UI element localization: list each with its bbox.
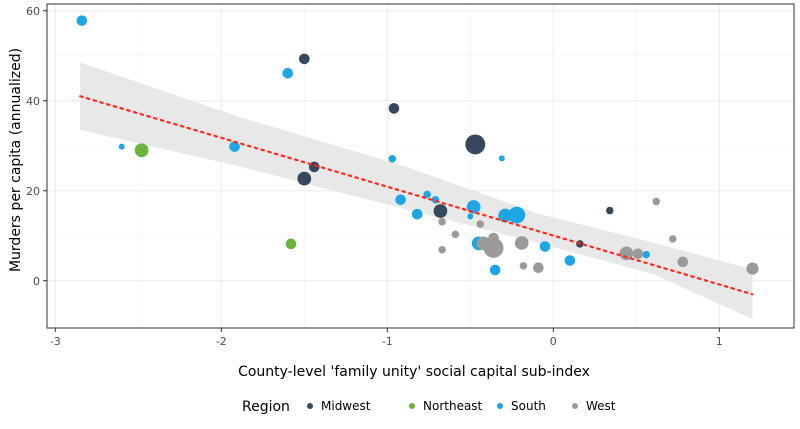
- point-south: [539, 241, 551, 252]
- y-tick-label: 40: [26, 95, 40, 108]
- point-west: [619, 246, 634, 261]
- legend-key-south: [497, 403, 503, 409]
- point-midwest: [297, 171, 312, 186]
- points-layer: [76, 15, 759, 276]
- point-west: [652, 197, 660, 206]
- point-south: [498, 208, 513, 223]
- x-tick-label: -2: [216, 335, 227, 348]
- trend-line-layer: [79, 95, 754, 296]
- x-tick-label: 0: [550, 335, 557, 348]
- point-south: [388, 155, 397, 163]
- confidence-band-layer: [80, 62, 753, 319]
- point-west: [669, 235, 677, 243]
- point-west: [632, 248, 644, 260]
- point-west: [438, 245, 446, 254]
- point-west: [746, 262, 759, 275]
- y-tick-label: 60: [26, 5, 40, 18]
- point-south: [282, 68, 294, 79]
- point-midwest: [433, 204, 448, 218]
- y-axis-ticks: 0 20 40 60: [26, 5, 47, 288]
- legend-label-midwest: Midwest: [321, 399, 371, 413]
- legend-key-midwest: [307, 403, 313, 409]
- point-south: [489, 264, 501, 276]
- point-south: [76, 15, 88, 26]
- point-south: [498, 155, 505, 162]
- legend-label-northeast: Northeast: [423, 399, 483, 413]
- point-northeast: [134, 143, 149, 158]
- point-west: [514, 236, 529, 250]
- x-tick-label: -3: [50, 335, 61, 348]
- point-midwest: [605, 206, 614, 215]
- legend-items: Midwest Northeast South West: [307, 399, 616, 413]
- point-south: [508, 206, 526, 224]
- point-midwest: [465, 134, 486, 155]
- legend-key-west: [572, 403, 578, 409]
- point-south: [642, 250, 651, 259]
- point-midwest: [299, 53, 310, 65]
- y-tick-label: 20: [26, 185, 40, 198]
- point-west: [533, 262, 544, 274]
- point-northeast: [285, 238, 297, 250]
- point-south: [395, 194, 406, 206]
- trend-line: [79, 95, 754, 296]
- point-south: [411, 208, 423, 220]
- point-south: [229, 141, 240, 152]
- confidence-band: [80, 62, 753, 319]
- point-south: [118, 143, 125, 150]
- point-west: [451, 230, 460, 239]
- legend-title: Region: [242, 399, 290, 415]
- point-west: [438, 218, 446, 226]
- point-west: [483, 237, 504, 258]
- point-south: [467, 213, 474, 220]
- y-tick-label: 0: [33, 275, 40, 288]
- point-west: [519, 262, 528, 270]
- legend-label-south: South: [511, 399, 546, 413]
- point-south: [466, 200, 481, 214]
- point-south: [564, 255, 576, 266]
- point-west: [476, 220, 485, 228]
- legend-label-west: West: [586, 399, 616, 413]
- point-midwest: [388, 103, 400, 114]
- legend-key-northeast: [409, 403, 415, 409]
- x-tick-label: 1: [716, 335, 723, 348]
- legend: Region Midwest Northeast South West: [242, 399, 616, 415]
- x-tick-label: -1: [382, 335, 393, 348]
- x-axis-title: County-level 'family unity' social capit…: [238, 364, 590, 380]
- point-west: [677, 256, 689, 268]
- y-axis-title: Murders per capita (annualized): [8, 48, 24, 272]
- panel-border: [46, 3, 795, 329]
- point-south: [423, 190, 431, 199]
- x-axis-ticks: -3 -2 -1 0 1: [50, 328, 723, 348]
